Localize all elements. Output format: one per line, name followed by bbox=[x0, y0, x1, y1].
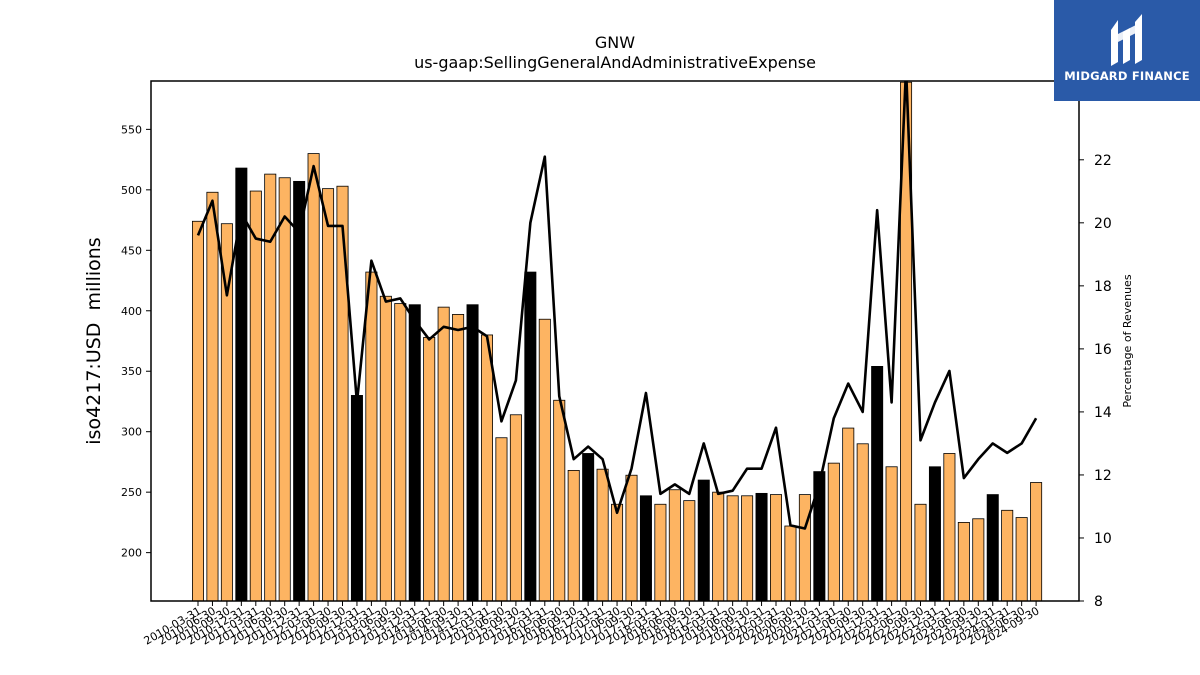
y-left-tick-label: 400 bbox=[121, 305, 142, 318]
bar-2016-06-30 bbox=[553, 399, 566, 601]
y-right-tick-label: 8 bbox=[1094, 594, 1103, 610]
bar-2013-03-31 bbox=[365, 271, 378, 601]
bar-2021-03-31 bbox=[827, 462, 840, 601]
bar-2018-06-30 bbox=[668, 489, 681, 601]
y-right-tick-label: 20 bbox=[1094, 216, 1112, 232]
plot-frame bbox=[150, 80, 1080, 602]
bar-2024-03-31 bbox=[1001, 509, 1014, 601]
bar-2022-09-30 bbox=[914, 503, 927, 601]
bar-2012-03-31 bbox=[307, 153, 320, 601]
bar-2023-09-30 bbox=[972, 518, 985, 601]
bar-2011-12-31 bbox=[293, 180, 306, 601]
bar-2022-03-31 bbox=[885, 466, 898, 601]
y-right-tick-label: 12 bbox=[1094, 468, 1112, 484]
y-left-tick-label: 200 bbox=[121, 547, 142, 560]
bar-2014-12-31 bbox=[466, 304, 479, 601]
chart-subtitle: us-gaap:SellingGeneralAndAdministrativeE… bbox=[414, 53, 816, 72]
bar-2020-06-30 bbox=[784, 525, 797, 601]
bar-2016-12-31 bbox=[582, 453, 595, 601]
bar-2019-09-30 bbox=[741, 495, 754, 601]
bar-2012-09-30 bbox=[336, 185, 349, 601]
y-left-tick-label: 250 bbox=[121, 486, 142, 499]
bar-2020-09-30 bbox=[798, 494, 811, 601]
brand-logo: MIDGARD FINANCE bbox=[1054, 0, 1200, 101]
y-left-tick-label: 500 bbox=[121, 184, 142, 197]
bar-2017-03-31 bbox=[596, 468, 609, 601]
x-axis: 2010-03-312010-06-302010-09-302010-12-31… bbox=[142, 601, 1042, 648]
bar-2010-06-30 bbox=[206, 191, 219, 601]
bar-2012-12-31 bbox=[350, 395, 363, 601]
bar-2010-03-31 bbox=[191, 220, 204, 601]
bar-2013-06-30 bbox=[379, 295, 392, 601]
bar-2011-06-30 bbox=[264, 173, 277, 601]
y-left-tick-label: 550 bbox=[121, 123, 142, 136]
bar-2023-03-31 bbox=[943, 453, 956, 601]
bar-2012-06-30 bbox=[322, 188, 335, 601]
bar-2018-03-31 bbox=[654, 503, 667, 601]
bar-2021-09-30 bbox=[856, 443, 869, 601]
bar-2018-12-31 bbox=[697, 479, 710, 601]
y-axis-left: 200 250 300 350 400 450 500 550 bbox=[121, 123, 151, 560]
bar-series bbox=[191, 81, 1043, 601]
bar-2023-06-30 bbox=[957, 522, 970, 601]
y-right-tick-label: 18 bbox=[1094, 279, 1112, 295]
bar-2020-12-31 bbox=[813, 471, 826, 601]
percentage-line-series bbox=[196, 81, 1038, 530]
y-axis-right: 8 10 12 14 16 18 20 22 bbox=[1079, 153, 1112, 610]
y2-axis-label: Percentage of Revenues bbox=[1121, 274, 1134, 407]
bar-2015-06-30 bbox=[495, 437, 508, 601]
bar-2017-12-31 bbox=[639, 495, 652, 601]
bar-2017-09-30 bbox=[625, 474, 638, 601]
logo-text: MIDGARD FINANCE bbox=[1064, 69, 1190, 83]
y-right-tick-label: 10 bbox=[1094, 531, 1112, 547]
bar-2015-12-31 bbox=[524, 271, 537, 601]
logo-mark-icon bbox=[1111, 14, 1142, 66]
bar-2014-03-31 bbox=[423, 336, 436, 601]
bar-2019-06-30 bbox=[726, 495, 739, 601]
bar-2019-12-31 bbox=[755, 492, 768, 601]
bar-2024-06-30 bbox=[1015, 517, 1028, 601]
bar-2013-09-30 bbox=[394, 303, 407, 601]
bar-2020-03-31 bbox=[770, 494, 783, 601]
bar-2013-12-31 bbox=[408, 304, 421, 601]
y-left-tick-label: 450 bbox=[121, 244, 142, 257]
bar-2018-09-30 bbox=[683, 500, 696, 601]
y-axis-label: iso4217:USD millions bbox=[83, 237, 105, 444]
bar-2016-03-31 bbox=[538, 318, 551, 601]
percentage-line bbox=[196, 81, 1038, 530]
bar-2011-09-30 bbox=[278, 177, 291, 601]
y-right-tick-label: 16 bbox=[1094, 342, 1112, 358]
bar-2014-06-30 bbox=[437, 306, 450, 601]
bar-2017-06-30 bbox=[611, 503, 624, 601]
bar-2021-12-31 bbox=[871, 365, 884, 601]
bar-2024-09-30 bbox=[1030, 482, 1043, 601]
bar-2019-03-31 bbox=[712, 491, 725, 601]
y-left-tick-label: 300 bbox=[121, 426, 142, 439]
bar-2015-03-31 bbox=[480, 334, 493, 601]
bar-2021-06-30 bbox=[842, 427, 855, 601]
bar-2014-09-30 bbox=[452, 313, 465, 601]
y-right-tick-label: 14 bbox=[1094, 405, 1112, 421]
bar-2023-12-31 bbox=[986, 494, 999, 601]
chart-title: GNW bbox=[595, 33, 635, 52]
y-left-tick-label: 350 bbox=[121, 365, 142, 378]
bar-2016-09-30 bbox=[567, 469, 580, 601]
bar-2015-09-30 bbox=[509, 414, 522, 601]
bar-2022-12-31 bbox=[928, 466, 941, 601]
bar-2011-03-31 bbox=[249, 190, 262, 601]
bar-2010-12-31 bbox=[235, 167, 248, 601]
y-right-tick-label: 22 bbox=[1094, 153, 1112, 169]
